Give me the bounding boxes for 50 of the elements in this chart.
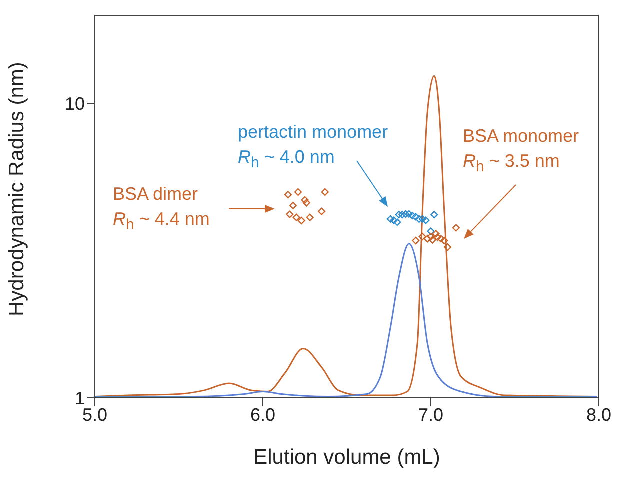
x-axis-title: Elution volume (mL) [254,446,440,469]
annotation: R$_{h}$ ~ 3.5 nm [463,150,560,178]
annotation: BSA monomer [463,125,580,147]
point [418,232,426,241]
point [440,236,448,245]
point [289,202,298,210]
x-tick-label: 6.0 [250,404,276,425]
point [301,196,309,204]
point [321,188,329,196]
point [405,210,413,218]
point [427,232,435,241]
point [306,214,314,222]
point [284,191,292,199]
point [286,210,294,218]
point [412,236,420,245]
point [390,216,398,224]
point [422,216,430,224]
point [395,211,403,219]
y-tick-label: 10 [64,94,85,114]
point [298,216,306,225]
point [428,236,436,244]
annotation: R$_{h}$ ~ 4.4 nm [113,208,210,236]
point [432,230,440,238]
y-tick-label: 1 [74,388,85,408]
point [394,218,402,226]
point [398,211,406,219]
point [437,235,445,243]
point [424,235,432,243]
y-axis-title: Hydrodynamic Radius (nm) [5,62,28,316]
x-tick-label: 5.0 [82,404,108,425]
x-tick-label: 7.0 [418,404,444,425]
point [292,214,300,222]
annotation: R$_{h}$ ~ 4.0 nm [238,146,335,174]
point [418,215,426,223]
point [318,208,326,216]
point [427,228,435,236]
point [294,188,302,196]
point [415,215,424,223]
annotation: pertactin monomer [238,121,388,143]
point [444,244,452,252]
point [452,224,460,232]
point [402,210,410,218]
point [386,215,394,223]
annotation: BSA dimer [113,183,198,205]
point [408,212,416,220]
point [434,234,442,242]
point [430,211,438,219]
x-tick-label: 8.0 [586,404,612,425]
point [412,213,420,221]
point [302,199,310,207]
